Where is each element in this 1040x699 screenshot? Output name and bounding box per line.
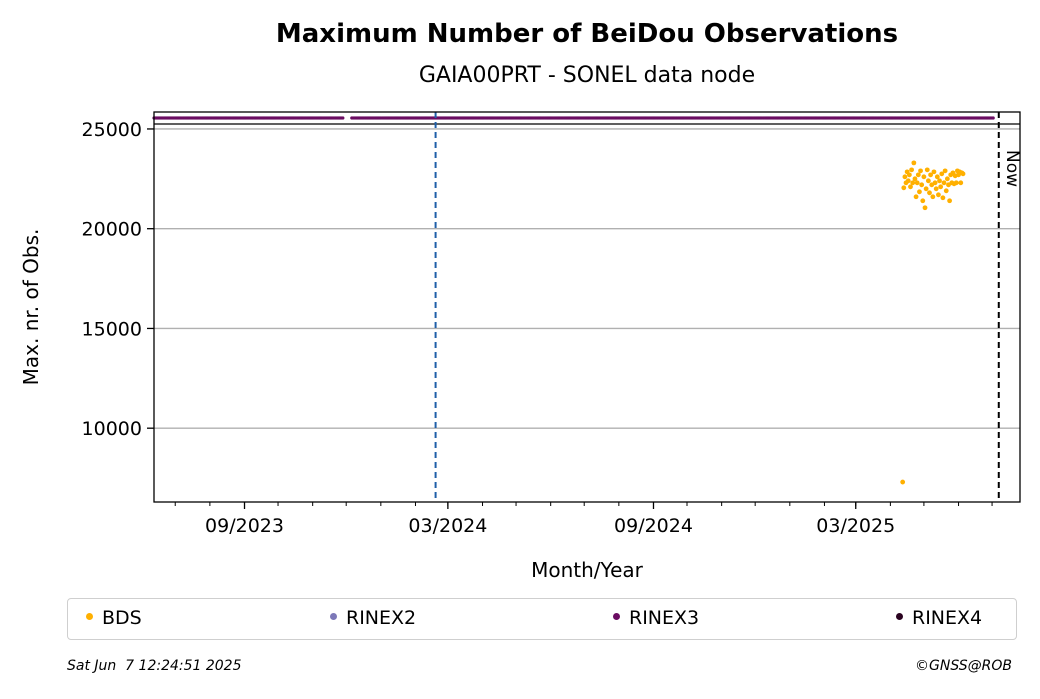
chart-subtitle: GAIA00PRT - SONEL data node bbox=[419, 63, 755, 88]
bds-point bbox=[913, 194, 919, 200]
bds-point bbox=[942, 168, 948, 174]
bds-point bbox=[931, 169, 937, 175]
bds-point bbox=[947, 198, 953, 204]
y-tick-label: 20000 bbox=[82, 219, 142, 241]
bds-point bbox=[953, 180, 959, 186]
bds-point bbox=[908, 184, 913, 190]
legend-dot-bds bbox=[86, 613, 93, 620]
legend-item-rinex2: RINEX2 bbox=[330, 607, 416, 629]
bds-point bbox=[940, 195, 946, 201]
bds-point bbox=[918, 168, 923, 174]
legend-item-rinex4: RINEX4 bbox=[896, 607, 982, 629]
bds-point bbox=[924, 167, 930, 173]
bds-point bbox=[934, 174, 940, 180]
rinex3-point bbox=[991, 116, 995, 120]
bds-point bbox=[922, 205, 928, 211]
bds-point bbox=[938, 184, 944, 190]
bds-point bbox=[923, 186, 929, 192]
chart-title: Maximum Number of BeiDou Observations bbox=[276, 19, 898, 49]
y-tick-label: 25000 bbox=[82, 119, 142, 141]
legend: BDS RINEX2 RINEX3 RINEX4 bbox=[67, 598, 1017, 640]
rinex3-point bbox=[341, 116, 345, 120]
bds-point bbox=[943, 188, 949, 194]
legend-dot-rinex3 bbox=[613, 613, 620, 620]
x-tick-label: 09/2023 bbox=[205, 515, 284, 537]
legend-item-bds: BDS bbox=[86, 607, 142, 629]
x-axis-label: Month/Year bbox=[531, 558, 644, 582]
legend-label-rinex2: RINEX2 bbox=[346, 607, 417, 629]
x-tick-label: 03/2025 bbox=[816, 515, 895, 537]
bds-point bbox=[902, 174, 908, 180]
axis-layer: 10000 15000 20000 25000 09/2023 03/2024 09/202… bbox=[82, 119, 993, 537]
x-tick-label: 03/2024 bbox=[408, 515, 487, 537]
bds-point bbox=[912, 176, 918, 182]
bds-point bbox=[909, 167, 915, 173]
bds-point bbox=[932, 180, 938, 186]
data-layer: Now bbox=[152, 112, 1022, 502]
bds-point bbox=[921, 174, 927, 180]
legend-label-rinex4: RINEX4 bbox=[912, 607, 983, 629]
bds-point bbox=[917, 189, 922, 195]
bds-point bbox=[906, 172, 912, 178]
legend-item-rinex3: RINEX3 bbox=[613, 607, 699, 629]
bds-point bbox=[919, 182, 925, 188]
y-axis-label: Max. nr. of Obs. bbox=[19, 229, 43, 386]
bds-point bbox=[900, 479, 906, 485]
bds-point bbox=[928, 172, 934, 178]
bds-point bbox=[941, 180, 947, 186]
bds-point bbox=[958, 180, 964, 186]
bds-point bbox=[930, 194, 936, 200]
y-tick-label: 10000 bbox=[82, 418, 142, 440]
bds-point bbox=[925, 178, 931, 184]
footer-copyright: ©GNSS@ROB bbox=[915, 658, 1012, 674]
bds-point bbox=[944, 176, 950, 182]
legend-label-rinex3: RINEX3 bbox=[629, 607, 700, 629]
now-label: Now bbox=[1002, 150, 1022, 187]
footer-timestamp: Sat Jun 7 12:24:51 2025 bbox=[67, 658, 242, 674]
bds-point bbox=[927, 190, 932, 196]
bds-point bbox=[901, 185, 907, 191]
bds-point bbox=[910, 180, 916, 186]
y-tick-label: 15000 bbox=[82, 318, 142, 340]
legend-label-bds: BDS bbox=[102, 607, 142, 629]
bds-point bbox=[920, 198, 926, 204]
legend-dot-rinex2 bbox=[330, 613, 337, 620]
bds-point bbox=[937, 178, 942, 184]
bds-point bbox=[936, 192, 941, 198]
bds-point bbox=[939, 171, 945, 177]
bds-point bbox=[905, 178, 911, 184]
bds-point bbox=[914, 180, 920, 186]
grid-layer bbox=[154, 128, 1020, 429]
bds-point bbox=[960, 171, 966, 177]
plot-area-frame bbox=[153, 111, 1021, 503]
bds-point bbox=[915, 172, 921, 178]
x-tick-label: 09/2024 bbox=[614, 515, 693, 537]
bds-point bbox=[911, 160, 917, 166]
legend-dot-rinex4 bbox=[896, 613, 903, 620]
bds-point bbox=[933, 186, 939, 192]
